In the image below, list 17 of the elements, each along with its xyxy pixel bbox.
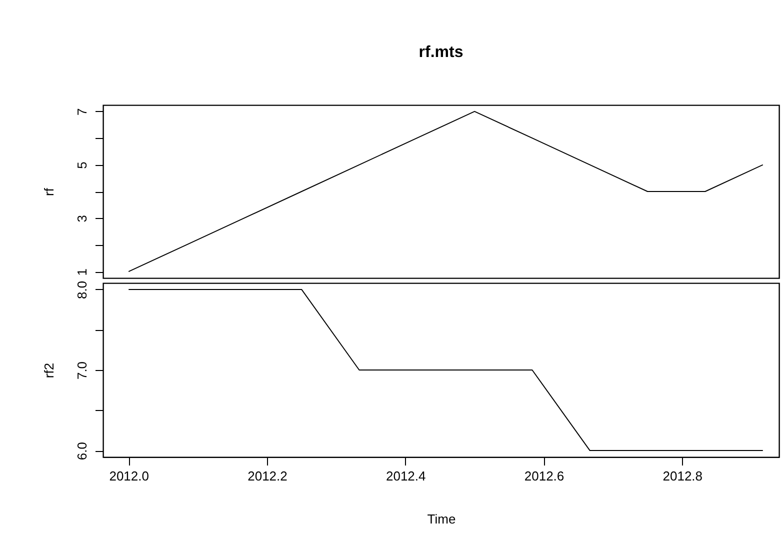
y-tick-label: 6.0 <box>74 442 90 460</box>
y-tick-label: 7 <box>74 108 90 116</box>
x-tick-label: 2012.8 <box>662 468 703 484</box>
x-tick-label: 2012.4 <box>386 468 426 484</box>
x-tick-label: 2012.0 <box>109 468 149 484</box>
y-tick-label: 5 <box>74 162 90 169</box>
line-series <box>128 110 764 272</box>
chart-title: rf.mts <box>418 44 464 61</box>
x-tick-label: 2012.2 <box>248 468 288 484</box>
y-tick-label: 8.0 <box>74 280 90 299</box>
y-axis-title: rf <box>42 188 56 196</box>
y-tick-label: 7.0 <box>74 361 90 380</box>
y-tick-label: 3 <box>74 215 90 222</box>
x-axis-title: Time <box>427 512 456 526</box>
x-tick-label: 2012.6 <box>524 468 564 484</box>
y-axis-title: rf2 <box>42 362 56 378</box>
y-tick-label: 1 <box>74 268 90 276</box>
